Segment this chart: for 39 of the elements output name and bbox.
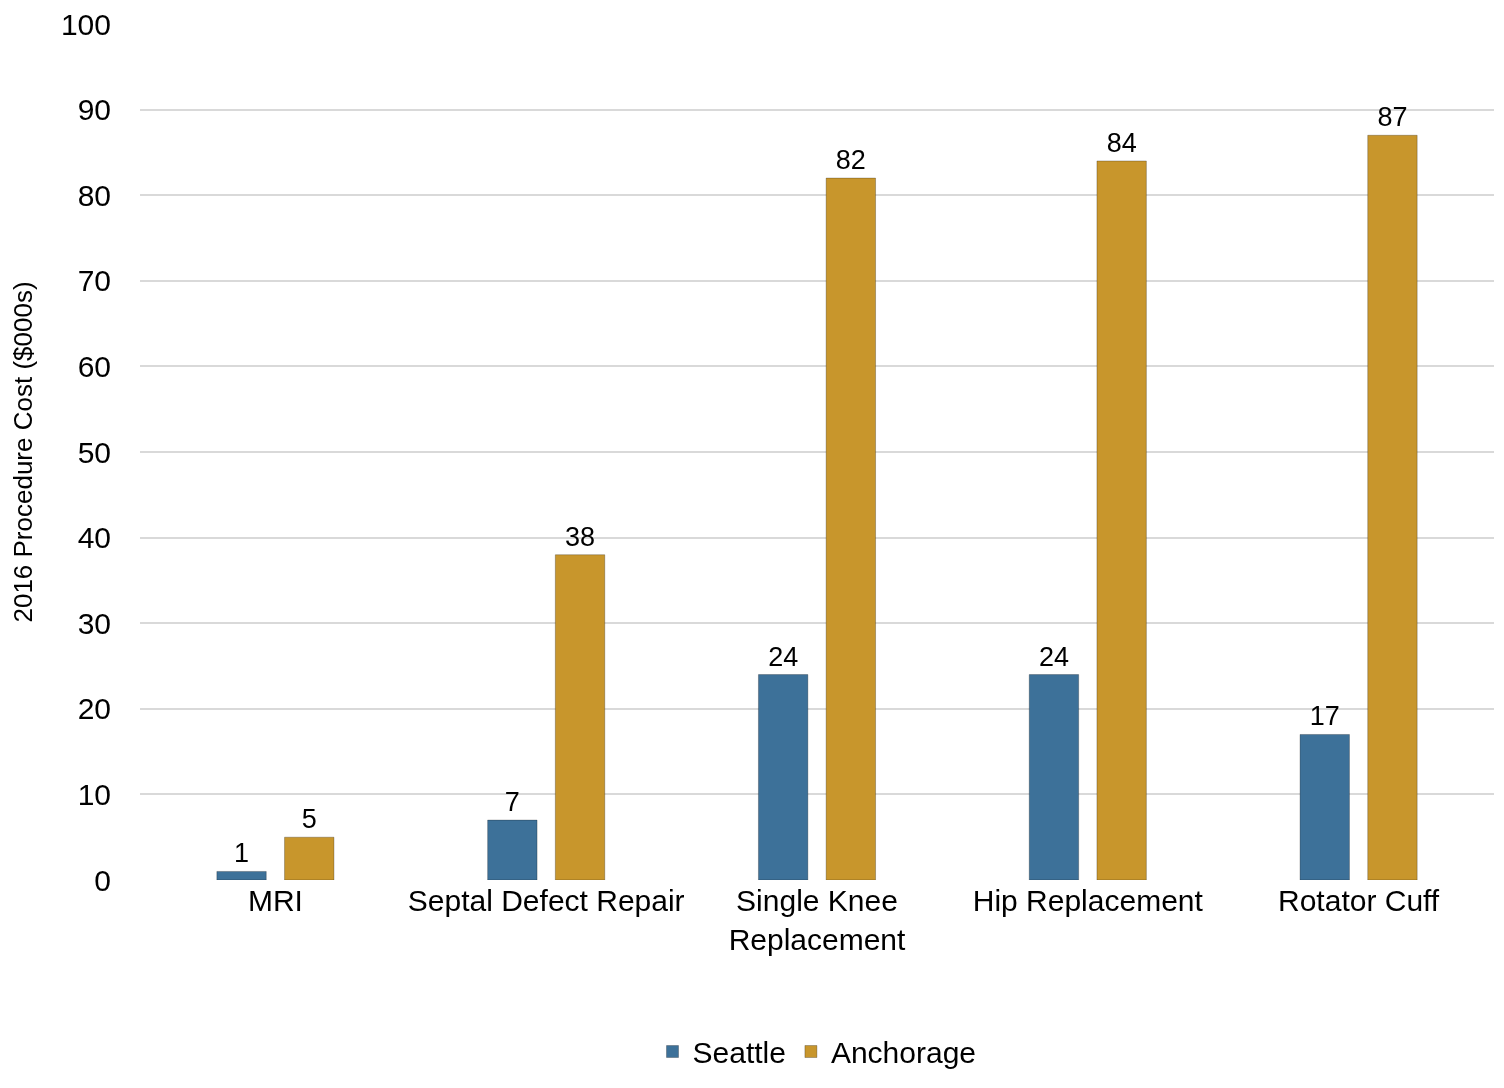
x-tick-label: Septal Defect Repair bbox=[407, 884, 685, 917]
x-tick-label: Hip Replacement bbox=[972, 884, 1204, 917]
y-tick-label: 40 bbox=[77, 521, 111, 555]
y-tick-label: 70 bbox=[77, 264, 111, 298]
bar bbox=[554, 554, 606, 880]
legend-label: Seattle bbox=[692, 1036, 786, 1070]
legend-label: Anchorage bbox=[830, 1036, 977, 1070]
bar bbox=[825, 177, 877, 880]
data-label: 24 bbox=[1038, 641, 1069, 672]
y-tick-label: 90 bbox=[77, 93, 111, 127]
y-tick-label: 10 bbox=[77, 777, 111, 811]
y-tick-label: 0 bbox=[94, 863, 111, 897]
bar bbox=[284, 836, 335, 880]
data-label: 1 bbox=[234, 838, 250, 869]
x-tick-label: Single Knee Replacement bbox=[728, 884, 907, 956]
data-label: 5 bbox=[301, 804, 317, 835]
bar bbox=[1096, 160, 1147, 880]
bar bbox=[1367, 134, 1418, 880]
data-label: 87 bbox=[1377, 102, 1408, 133]
data-label: 24 bbox=[768, 641, 799, 672]
bar bbox=[216, 870, 267, 880]
y-tick-label: 20 bbox=[77, 692, 111, 726]
y-tick-label: 50 bbox=[77, 435, 111, 469]
data-label: 84 bbox=[1106, 127, 1137, 158]
y-tick-label: 100 bbox=[60, 7, 111, 41]
data-label: 38 bbox=[565, 521, 596, 552]
y-axis-title: 2016 Procedure Cost ($000s) bbox=[8, 281, 39, 623]
bar bbox=[1028, 674, 1080, 880]
data-label: 17 bbox=[1309, 701, 1340, 732]
bar bbox=[487, 819, 538, 880]
bar bbox=[757, 674, 809, 880]
data-label: 82 bbox=[835, 145, 866, 176]
y-tick-label: 60 bbox=[77, 349, 111, 383]
x-tick-label: Rotator Cuff bbox=[1278, 884, 1440, 917]
x-tick-label: MRI bbox=[247, 884, 303, 917]
y-tick-label: 30 bbox=[77, 606, 111, 640]
bar bbox=[1299, 733, 1350, 880]
y-tick-label: 80 bbox=[77, 178, 111, 212]
data-label: 7 bbox=[504, 787, 520, 818]
